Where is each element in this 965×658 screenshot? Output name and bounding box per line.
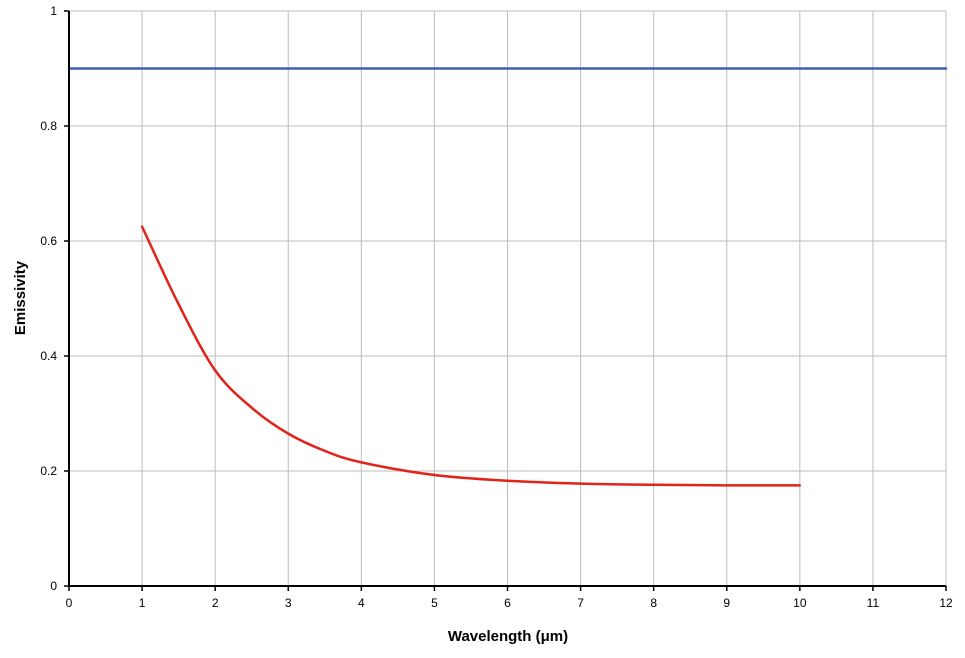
axes — [64, 10, 947, 591]
series-layer — [67, 67, 948, 487]
x-tick-label: 11 — [867, 596, 880, 610]
x-tick-label: 7 — [577, 596, 584, 610]
y-tick-label: 0.2 — [40, 464, 57, 478]
x-tick-label: 1 — [139, 596, 146, 610]
x-tick-label: 10 — [793, 596, 807, 610]
y-axis-title: Emissivity — [12, 260, 29, 335]
y-tick-label: 0 — [50, 579, 57, 593]
x-tick-label: 4 — [358, 596, 365, 610]
series-line-2 — [140, 225, 802, 487]
x-axis-title: Wavelength (μm) — [448, 628, 568, 645]
x-tick-label: 5 — [431, 596, 438, 610]
x-tick-label: 9 — [723, 596, 730, 610]
x-tick-label: 0 — [66, 596, 73, 610]
grid — [69, 10, 947, 586]
x-tick-label: 8 — [650, 596, 657, 610]
y-tick-label: 1 — [50, 4, 57, 18]
x-tick-label: 3 — [285, 596, 292, 610]
y-tick-label: 0.8 — [40, 119, 57, 133]
y-tick-label: 0.6 — [40, 234, 57, 248]
y-tick-label: 0.4 — [40, 349, 57, 363]
x-tick-label: 6 — [504, 596, 511, 610]
x-tick-label: 2 — [212, 596, 219, 610]
x-tick-label: 12 — [939, 596, 953, 610]
